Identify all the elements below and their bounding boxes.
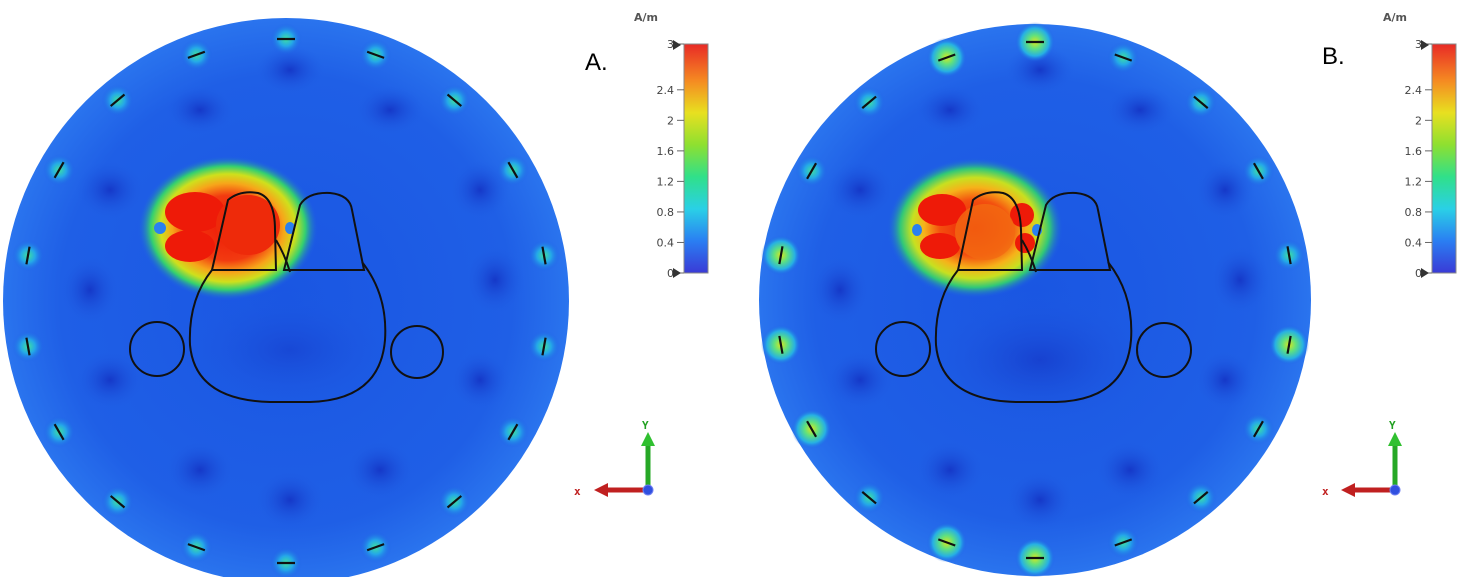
x-axis-label: x (574, 485, 581, 498)
colorbar-a: A/m 3 2.4 2 1.6 1.2 0.8 0.4 0 (634, 11, 709, 280)
coil-slot (187, 543, 206, 552)
colorbar-tick-label: 0.8 (1405, 206, 1423, 219)
coil-slot (861, 95, 877, 109)
axis-triad-b: Y x (1322, 419, 1402, 498)
coil-slot (937, 538, 956, 547)
coil-slot (1114, 538, 1133, 547)
colorbar-tick-label: 2.4 (657, 84, 675, 97)
coil-slot (507, 161, 519, 179)
coil-slot (1286, 335, 1292, 354)
coil-slot (541, 337, 547, 356)
coil-slots (760, 22, 1310, 577)
coil-slot (806, 162, 818, 180)
x-axis-label: x (1322, 485, 1329, 498)
coil-slot (187, 50, 206, 59)
coil-slot (109, 495, 126, 509)
colorbar-tick-label: 1.2 (1405, 175, 1423, 188)
colorbar-max-marker[interactable] (673, 40, 681, 50)
colorbar-tick-label: 0 (667, 267, 674, 280)
body-outline (875, 191, 1192, 403)
axis-triad-a: Y x (574, 419, 655, 498)
coil-slot (1252, 420, 1264, 438)
coil-slot (1114, 53, 1133, 62)
colorbar-tick-label: 0.8 (657, 206, 675, 219)
colorbar-unit: A/m (634, 11, 658, 24)
low-field-spots (60, 45, 525, 530)
coil-slot (778, 335, 784, 354)
colorbar-tick-label: 0.4 (657, 236, 675, 249)
colorbar-tick-label: 2 (667, 114, 674, 127)
low-field-spots (810, 45, 1270, 530)
colorbar-tick-label: 3 (667, 38, 674, 51)
coil-slot (53, 161, 65, 179)
panel-label-a: A. (585, 49, 608, 76)
coil-slot (1286, 246, 1292, 265)
coil-slots (11, 23, 561, 577)
coil-slot (507, 423, 519, 441)
colorbar-b: A/m 3 2.4 2 1.6 1.2 0.8 0.4 0 (1383, 11, 1457, 280)
colorbar-min-marker[interactable] (673, 268, 681, 278)
coil-slot (446, 495, 463, 509)
colorbar-unit: A/m (1383, 11, 1407, 24)
y-axis-label: Y (1389, 419, 1396, 432)
colorbar-tick-label: 1.6 (1405, 145, 1423, 158)
colorbar-tick-label: 2.4 (1405, 84, 1423, 97)
body-outline (129, 191, 444, 403)
colorbar-max-marker[interactable] (1421, 40, 1429, 50)
colorbar-min-marker[interactable] (1421, 268, 1429, 278)
coil-slot (1252, 162, 1264, 180)
coil-slot (446, 93, 463, 107)
colorbar-tick-label: 0 (1415, 267, 1422, 280)
coil-slot (1193, 491, 1209, 505)
colorbar-tick-label: 1.2 (657, 175, 675, 188)
field-plot-b: B. (759, 22, 1345, 577)
coil-slot (53, 423, 65, 441)
coil-slot (109, 93, 126, 107)
y-axis-label: Y (642, 419, 649, 432)
colorbar-tick-label: 1.6 (657, 145, 675, 158)
coil-slot (937, 53, 956, 62)
coil-slot (366, 50, 385, 59)
coil-slot (541, 246, 547, 265)
coil-slot (778, 246, 784, 265)
coil-slot (25, 337, 31, 356)
coil-slot (366, 543, 385, 552)
field-plot-a: A. (3, 18, 608, 577)
coil-slot (806, 420, 818, 438)
coil-slot (25, 246, 31, 265)
colorbar-tick-label: 0.4 (1405, 236, 1423, 249)
coil-slot (861, 491, 877, 505)
coil-slot (1193, 95, 1209, 109)
colorbar-tick-label: 3 (1415, 38, 1422, 51)
colorbar-tick-label: 2 (1415, 114, 1422, 127)
panel-label-b: B. (1322, 43, 1345, 70)
